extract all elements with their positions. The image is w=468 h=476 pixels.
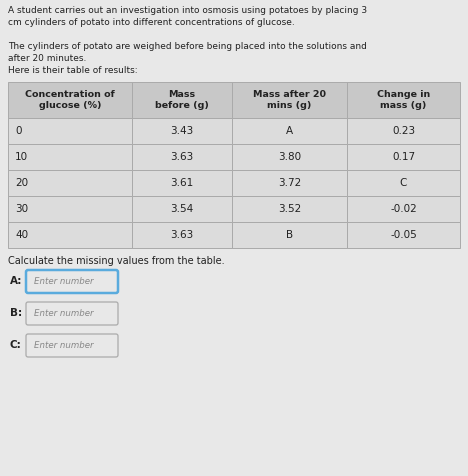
Text: 3.43: 3.43 bbox=[170, 126, 194, 136]
Bar bbox=[132, 82, 232, 118]
Bar bbox=[347, 82, 460, 118]
Text: 3.63: 3.63 bbox=[170, 230, 194, 240]
Text: Here is their table of results:: Here is their table of results: bbox=[8, 66, 138, 75]
Text: C:: C: bbox=[10, 340, 22, 350]
Text: 30: 30 bbox=[15, 204, 28, 214]
Bar bbox=[8, 222, 132, 248]
Bar bbox=[132, 144, 232, 170]
Bar bbox=[8, 118, 132, 144]
Text: The cylinders of potato are weighed before being placed into the solutions and: The cylinders of potato are weighed befo… bbox=[8, 42, 367, 51]
FancyBboxPatch shape bbox=[26, 334, 118, 357]
Text: 40: 40 bbox=[15, 230, 28, 240]
Bar bbox=[132, 118, 232, 144]
Text: -0.05: -0.05 bbox=[390, 230, 417, 240]
Text: Mass after 20
mins (g): Mass after 20 mins (g) bbox=[253, 89, 326, 110]
Bar bbox=[8, 196, 132, 222]
Bar bbox=[347, 222, 460, 248]
Text: 3.54: 3.54 bbox=[170, 204, 194, 214]
Text: 20: 20 bbox=[15, 178, 28, 188]
Text: B: B bbox=[286, 230, 293, 240]
Text: after 20 minutes.: after 20 minutes. bbox=[8, 54, 87, 63]
Text: A: A bbox=[286, 126, 293, 136]
Text: Calculate the missing values from the table.: Calculate the missing values from the ta… bbox=[8, 256, 225, 266]
Text: Concentration of
glucose (%): Concentration of glucose (%) bbox=[25, 89, 115, 110]
FancyBboxPatch shape bbox=[26, 270, 118, 293]
Bar bbox=[232, 222, 347, 248]
Bar bbox=[347, 118, 460, 144]
Bar bbox=[8, 82, 132, 118]
Text: 0.23: 0.23 bbox=[392, 126, 415, 136]
Text: cm cylinders of potato into different concentrations of glucose.: cm cylinders of potato into different co… bbox=[8, 18, 295, 27]
Text: 10: 10 bbox=[15, 152, 28, 162]
Text: B:: B: bbox=[10, 308, 22, 318]
Text: 0.17: 0.17 bbox=[392, 152, 415, 162]
Bar bbox=[132, 196, 232, 222]
Text: 0: 0 bbox=[15, 126, 22, 136]
Text: Enter number: Enter number bbox=[34, 277, 94, 286]
Text: A student carries out an investigation into osmosis using potatoes by placing 3: A student carries out an investigation i… bbox=[8, 6, 367, 15]
Bar bbox=[132, 170, 232, 196]
FancyBboxPatch shape bbox=[26, 302, 118, 325]
Text: 3.61: 3.61 bbox=[170, 178, 194, 188]
Bar bbox=[8, 144, 132, 170]
Bar bbox=[347, 170, 460, 196]
Bar bbox=[132, 222, 232, 248]
Text: 3.80: 3.80 bbox=[278, 152, 301, 162]
Text: -0.02: -0.02 bbox=[390, 204, 417, 214]
Text: Enter number: Enter number bbox=[34, 341, 94, 350]
Bar bbox=[347, 196, 460, 222]
Bar bbox=[232, 118, 347, 144]
Text: 3.52: 3.52 bbox=[278, 204, 301, 214]
Text: 3.63: 3.63 bbox=[170, 152, 194, 162]
Bar bbox=[232, 170, 347, 196]
Bar bbox=[347, 144, 460, 170]
Bar bbox=[232, 82, 347, 118]
Text: Change in
mass (g): Change in mass (g) bbox=[377, 89, 430, 110]
Text: A:: A: bbox=[10, 277, 22, 287]
Text: Enter number: Enter number bbox=[34, 309, 94, 318]
Bar bbox=[8, 170, 132, 196]
Text: Mass
before (g): Mass before (g) bbox=[155, 89, 209, 110]
Bar bbox=[232, 144, 347, 170]
Text: C: C bbox=[400, 178, 407, 188]
Bar bbox=[232, 196, 347, 222]
Text: 3.72: 3.72 bbox=[278, 178, 301, 188]
